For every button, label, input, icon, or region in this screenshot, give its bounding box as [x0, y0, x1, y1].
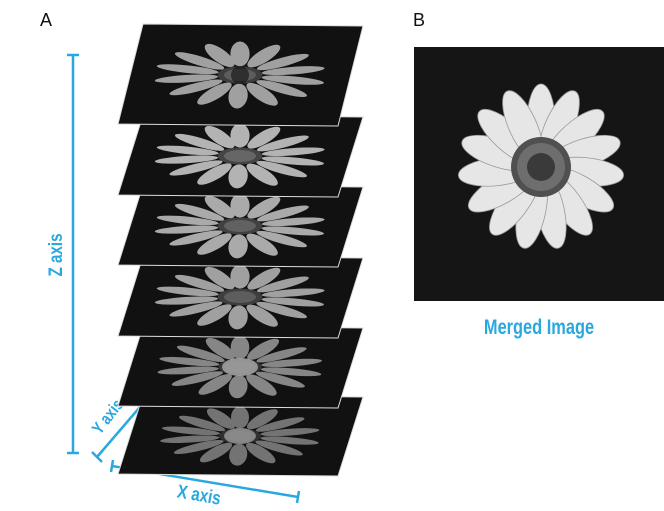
merged-image-caption: Merged Image	[483, 316, 595, 339]
panel-label-a: A	[40, 10, 53, 30]
slice-6	[117, 394, 364, 477]
panel-label-b: B	[413, 10, 426, 30]
slice-4	[117, 255, 364, 339]
merged-image	[414, 47, 664, 301]
z-axis-label: Z axis	[44, 233, 66, 276]
slice-1	[117, 23, 364, 127]
z-axis	[67, 53, 79, 455]
slice-5	[117, 325, 364, 409]
slice-2	[117, 114, 364, 198]
